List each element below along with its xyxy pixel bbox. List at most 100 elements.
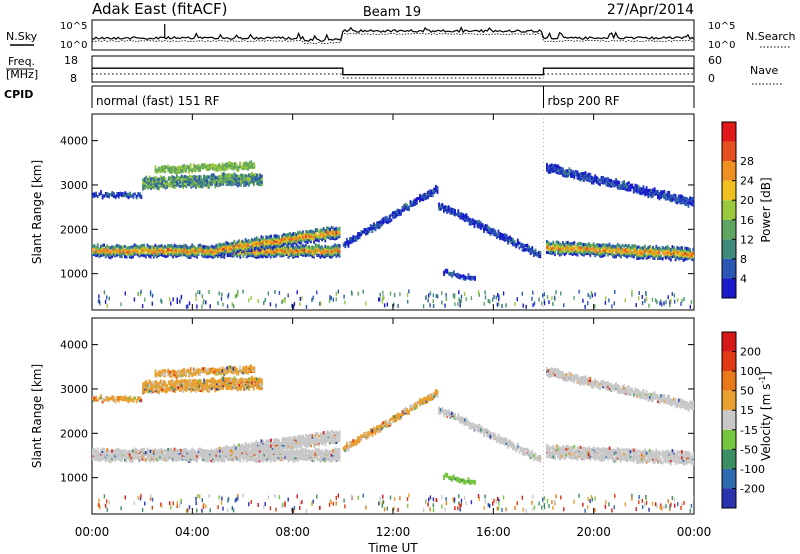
scatter-cell [321, 238, 323, 242]
scatter-cell [645, 186, 648, 190]
scatter-cell [101, 196, 104, 200]
scatter-cell [130, 449, 133, 453]
scatter-cell [655, 248, 658, 252]
scatter-cell [233, 172, 236, 176]
scatter-cell [205, 455, 208, 459]
scatter-cell [127, 246, 129, 250]
scatter-cell [199, 165, 202, 169]
scatter-cell [278, 235, 280, 239]
scatter-cell [171, 184, 173, 188]
scatter-cell [236, 184, 239, 188]
scatter-cell [96, 449, 99, 453]
scatter-cell [96, 194, 99, 199]
scatter-cell [143, 253, 146, 258]
scatter-cell [285, 252, 288, 256]
scatter-cell [192, 247, 195, 251]
scatter-cell [178, 167, 181, 171]
scatter-cell [159, 244, 162, 248]
scatter-cell [379, 220, 382, 224]
scatter-cell [190, 183, 193, 187]
scatter-cell [117, 244, 120, 248]
scatter-cell [554, 243, 556, 247]
scatter-cell [260, 254, 262, 258]
scatter-cell [655, 298, 657, 303]
scatter-cell [677, 246, 680, 251]
scatter-cell [310, 240, 312, 244]
scatter-cell [518, 241, 521, 245]
scatter-cell [337, 243, 339, 247]
scatter-cell [98, 250, 101, 254]
scatter-cell [150, 177, 152, 181]
scatter-cell [454, 209, 456, 213]
scatter-cell [125, 246, 128, 250]
scatter-cell [365, 301, 367, 306]
scatter-cell [357, 232, 359, 236]
scatter-cell [205, 251, 208, 255]
scatter-cell [560, 247, 563, 251]
scatter-cell [414, 198, 417, 202]
scatter-cell [221, 457, 224, 461]
scatter-cell [603, 248, 606, 252]
scatter-cell [548, 300, 550, 305]
scatter-cell [468, 220, 471, 224]
scatter-cell [637, 190, 640, 194]
scatter-cell [629, 246, 632, 250]
scatter-cell [576, 245, 579, 249]
scatter-cell [98, 458, 101, 462]
scatter-cell [462, 217, 465, 221]
scatter-cell [565, 243, 568, 247]
scatter-cell [144, 254, 147, 258]
scatter-cell [253, 162, 256, 166]
scatter-cell [665, 246, 667, 250]
scatter-cell [454, 273, 457, 277]
scatter-cell [164, 249, 166, 253]
scatter-cell [501, 304, 503, 309]
scatter-cell [125, 252, 128, 256]
scatter-cell [216, 181, 218, 185]
scatter-cell [250, 296, 252, 300]
scatter-cell [235, 174, 238, 178]
scatter-cell [229, 161, 232, 165]
scatter-cell [306, 251, 309, 256]
scatter-cell [587, 301, 589, 306]
scatter-cell [213, 165, 216, 169]
scatter-cell [196, 255, 198, 259]
scatter-cell [224, 172, 226, 177]
scatter-cell [175, 448, 178, 452]
scatter-cell [689, 200, 691, 204]
scatter-cell [409, 203, 412, 207]
scatter-cell [427, 298, 429, 303]
scatter-cell [122, 250, 125, 254]
scatter-cell [253, 250, 256, 254]
scatter-cell [226, 167, 229, 171]
scatter-cell [174, 176, 177, 180]
scatter-cell [295, 248, 298, 252]
scatter-cell [116, 192, 119, 196]
scatter-cell [108, 296, 110, 301]
scatter-cell [652, 190, 654, 194]
scatter-cell [101, 449, 104, 453]
scatter-cell [143, 177, 146, 181]
scatter-cell [669, 258, 672, 262]
scatter-cell [170, 301, 172, 306]
scatter-cell [245, 255, 248, 259]
scatter-cell [101, 447, 104, 451]
scatter-cell [136, 245, 139, 249]
scatter-cell [189, 455, 192, 459]
scatter-cell [212, 449, 214, 453]
scatter-cell [207, 167, 210, 172]
scatter-cell [108, 454, 110, 458]
scatter-cell [208, 175, 210, 179]
scatter-cell [132, 455, 134, 460]
scatter-cell [608, 182, 611, 186]
scatter-cell [257, 245, 260, 249]
scatter-cell [470, 218, 473, 222]
scatter-cell [100, 190, 102, 194]
scatter-cell [200, 250, 203, 254]
scatter-cell [112, 247, 115, 252]
scatter-cell [191, 181, 194, 185]
scatter-cell [563, 252, 566, 257]
scatter-cell [347, 242, 350, 246]
scatter-cell [236, 249, 239, 253]
scatter-cell [644, 244, 646, 248]
